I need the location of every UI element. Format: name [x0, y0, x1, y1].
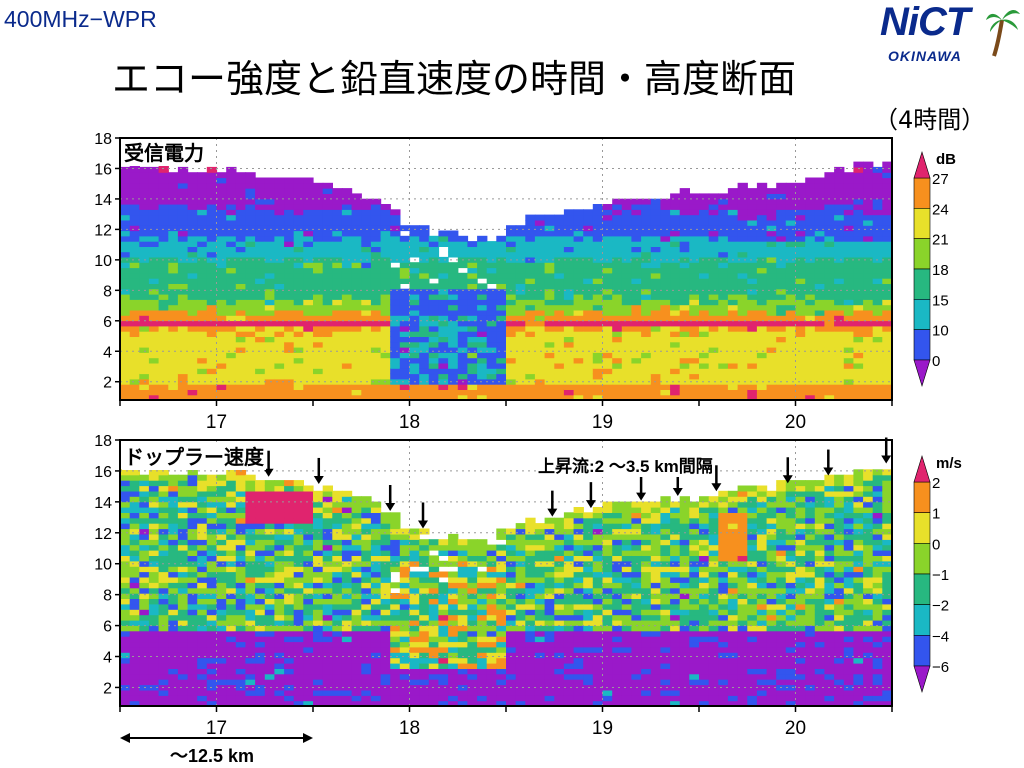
y-tick-label: 6	[103, 619, 112, 636]
updraft-arrowhead	[313, 475, 324, 484]
x-tick-label: 20	[785, 412, 806, 433]
doppler-colorbar: 2 1 0 −1 −2 −4 −6 m/s	[913, 454, 962, 694]
y-tick-label: 4	[103, 344, 112, 361]
updraft-arrowhead	[823, 467, 834, 476]
y-tick-label: 16	[94, 161, 112, 178]
y-tick-label: 2	[103, 375, 112, 392]
colorbar-label: −2	[932, 598, 949, 615]
y-tick-label: 18	[94, 433, 112, 450]
x-tick-label: 17	[206, 412, 227, 433]
nict-logo-sub: OKINAWA	[888, 48, 962, 64]
updraft-arrowhead	[418, 520, 429, 529]
colorbar-label: 2	[932, 475, 940, 492]
updraft-arrowhead	[881, 455, 892, 464]
y-tick-label: 8	[103, 283, 112, 300]
colorbar-label: 0	[932, 536, 940, 553]
y-tick-label: 4	[103, 650, 112, 667]
colorbar-bin	[913, 481, 931, 513]
colorbar-bin	[913, 512, 931, 544]
y-tick-label: 12	[94, 222, 112, 239]
x-tick-label: 19	[592, 718, 613, 739]
colorbar-label: 24	[932, 201, 949, 218]
page-subtitle: （4時間）	[874, 106, 986, 134]
y-tick-label: 6	[103, 314, 112, 331]
colorbar-unit: m/s	[936, 455, 962, 472]
colorbar-top-arrow	[913, 454, 931, 483]
colorbar-bin	[913, 543, 931, 575]
colorbar-bin	[913, 177, 931, 209]
distance-scale-label: 〜12.5 km	[170, 746, 255, 766]
panel-title-power: 受信電力	[122, 140, 206, 166]
colorbar-label: 10	[932, 323, 949, 340]
colorbar-bin	[913, 208, 931, 239]
y-tick-label: 8	[103, 588, 112, 605]
y-tick-label: 18	[94, 131, 112, 148]
colorbar-label: −4	[932, 628, 949, 645]
updraft-arrowhead	[547, 508, 558, 517]
colorbar-bottom-arrow	[913, 665, 931, 694]
x-tick-label: 20	[785, 718, 806, 739]
power-colorbar: 27 24 21 18 15 10 0 dB	[913, 150, 956, 388]
colorbar-bin	[913, 635, 931, 667]
updraft-arrowhead	[711, 483, 722, 492]
doppler-heatmap	[120, 463, 893, 707]
y-tick-label: 2	[103, 680, 112, 697]
palm-tree-icon	[986, 10, 1020, 57]
x-tick-label: 18	[399, 718, 420, 739]
colorbar-bin	[913, 238, 931, 270]
x-tick-label: 18	[399, 412, 420, 433]
y-tick-label: 12	[94, 526, 112, 543]
colorbar-bin	[913, 604, 931, 636]
page-title: エコー強度と鉛直速度の時間・高度断面	[112, 57, 797, 101]
colorbar-label: −1	[932, 567, 949, 584]
updraft-arrowhead	[263, 468, 274, 477]
colorbar-bin	[913, 573, 931, 605]
updraft-arrowhead	[636, 492, 647, 501]
colorbar-unit: dB	[936, 151, 956, 168]
colorbar-label: 27	[932, 171, 949, 188]
colorbar-top-arrow	[913, 150, 931, 179]
x-tick-label: 19	[592, 412, 613, 433]
updraft-arrowhead	[782, 475, 793, 484]
updraft-arrowhead	[585, 500, 596, 509]
panel-title-doppler: ドップラー速度	[122, 444, 266, 470]
y-tick-label: 16	[94, 464, 112, 481]
colorbar-label: −6	[932, 659, 949, 676]
scale-bar-left-arrow	[120, 733, 130, 743]
updraft-annotation: 上昇流:2 〜3.5 km間隔	[536, 452, 715, 477]
colorbar-bin	[913, 329, 931, 361]
nict-logo: NiCT	[880, 0, 970, 44]
colorbar-bottom-arrow	[913, 359, 931, 388]
colorbar-bin	[913, 268, 931, 300]
colorbar-label: 0	[932, 353, 940, 370]
x-tick-label: 17	[206, 718, 227, 739]
colorbar-bin	[913, 299, 931, 330]
y-tick-label: 10	[94, 253, 112, 270]
scale-bar-right-arrow	[303, 733, 313, 743]
y-tick-label: 10	[94, 557, 112, 574]
updraft-arrowhead	[672, 487, 683, 496]
power-heatmap	[120, 161, 893, 401]
colorbar-label: 15	[932, 292, 949, 309]
radar-tag: 400MHz−WPR	[4, 6, 157, 32]
colorbar-label: 18	[932, 262, 949, 279]
y-tick-label: 14	[94, 192, 112, 209]
y-tick-label: 14	[94, 495, 112, 512]
colorbar-label: 1	[932, 506, 940, 523]
colorbar-label: 21	[932, 232, 949, 249]
updraft-arrowhead	[385, 503, 396, 512]
